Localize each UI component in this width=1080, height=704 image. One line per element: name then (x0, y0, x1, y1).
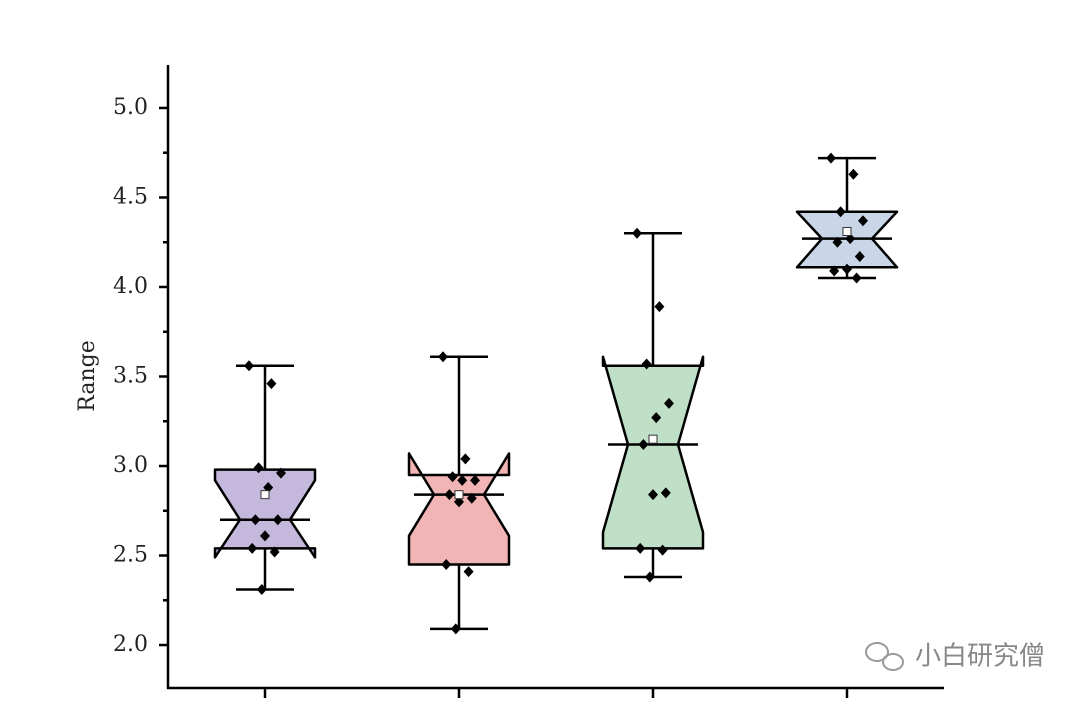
mean-marker (454, 490, 464, 500)
data-point (644, 571, 655, 583)
data-point (664, 397, 674, 409)
data-point (460, 453, 471, 465)
data-point (641, 358, 652, 370)
data-point (463, 566, 474, 578)
data-point (832, 236, 843, 248)
data-point (660, 487, 671, 499)
data-point (635, 542, 646, 554)
box (407, 452, 511, 566)
data-point (447, 471, 458, 483)
data-point (276, 467, 286, 479)
y-tick-label: 4.0 (113, 274, 148, 299)
y-tick-label: 5.0 (113, 95, 148, 120)
data-point (858, 215, 868, 227)
data-point (657, 544, 668, 556)
data-point (244, 360, 254, 372)
data-point (256, 584, 267, 596)
data-point (438, 351, 448, 363)
data-point (247, 542, 258, 554)
data-point (638, 439, 649, 451)
box (213, 468, 317, 559)
data-point (835, 206, 846, 218)
data-point (848, 168, 859, 180)
data-point (250, 514, 261, 526)
y-tick-label: 3.0 (113, 453, 148, 478)
y-tick-label: 4.5 (113, 184, 148, 209)
data-point (266, 378, 277, 390)
data-point (854, 251, 865, 263)
y-axis-label: Range (75, 340, 100, 411)
data-point (260, 530, 270, 542)
mean-marker (260, 490, 270, 500)
data-point (648, 489, 658, 501)
data-point (851, 272, 862, 284)
data-point (654, 301, 665, 313)
data-point (826, 152, 836, 164)
data-point (470, 474, 480, 486)
data-point (651, 412, 662, 424)
data-point (466, 492, 477, 504)
y-tick-label: 2.0 (113, 632, 148, 657)
data-point (269, 546, 280, 558)
data-point (272, 514, 283, 526)
mean-marker (648, 434, 658, 444)
watermark: 小白研究僧 (915, 642, 1045, 672)
mean-marker (842, 226, 852, 236)
data-point (457, 474, 468, 486)
data-point (829, 265, 840, 277)
box (601, 355, 705, 550)
y-tick-label: 3.5 (113, 364, 148, 389)
data-point (632, 227, 642, 239)
data-point (444, 489, 455, 501)
data-point (441, 558, 452, 570)
data-point (253, 462, 264, 474)
data-point (842, 263, 852, 275)
y-tick-label: 2.5 (113, 543, 148, 568)
watermark-icon (865, 642, 904, 671)
data-point (450, 623, 461, 635)
